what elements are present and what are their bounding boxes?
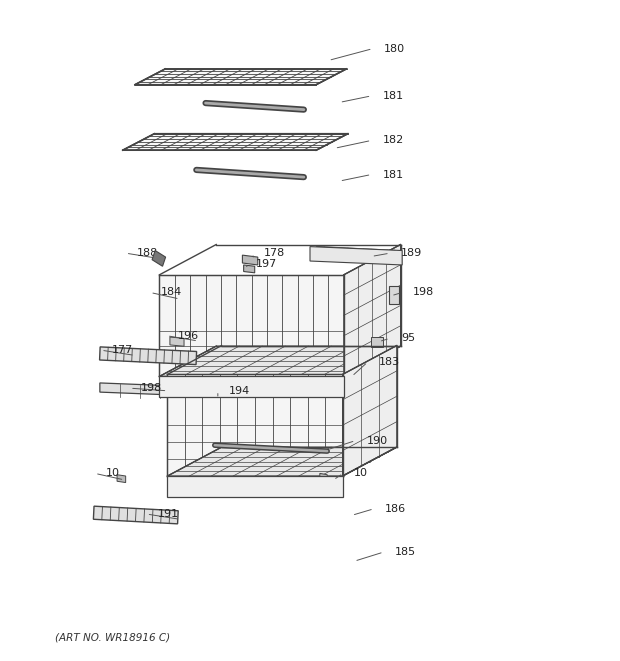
- Polygon shape: [389, 286, 399, 304]
- Text: 184: 184: [161, 288, 182, 297]
- Text: 189: 189: [401, 248, 422, 258]
- Text: 10: 10: [354, 469, 368, 479]
- Text: (ART NO. WR18916 C): (ART NO. WR18916 C): [55, 633, 170, 642]
- Polygon shape: [167, 447, 397, 476]
- Text: 185: 185: [395, 547, 416, 557]
- Text: 183: 183: [379, 357, 400, 367]
- Text: 182: 182: [383, 136, 404, 145]
- Text: 196: 196: [178, 330, 199, 340]
- Text: 95: 95: [401, 333, 415, 343]
- Text: 10: 10: [106, 469, 120, 479]
- Polygon shape: [343, 346, 397, 476]
- Polygon shape: [100, 347, 197, 365]
- Text: 188: 188: [137, 248, 158, 258]
- Polygon shape: [100, 383, 200, 396]
- Polygon shape: [244, 265, 255, 273]
- Polygon shape: [135, 69, 347, 85]
- Polygon shape: [242, 255, 258, 265]
- Polygon shape: [123, 134, 348, 150]
- Polygon shape: [206, 391, 216, 403]
- Text: 178: 178: [264, 248, 285, 258]
- Text: 181: 181: [383, 169, 404, 180]
- Polygon shape: [159, 346, 401, 376]
- Polygon shape: [167, 476, 343, 497]
- Polygon shape: [94, 506, 178, 524]
- Polygon shape: [152, 251, 166, 266]
- Polygon shape: [117, 475, 126, 483]
- Polygon shape: [320, 473, 327, 483]
- Text: 190: 190: [366, 436, 388, 446]
- Polygon shape: [371, 337, 383, 347]
- Text: 198: 198: [141, 383, 162, 393]
- Text: 198: 198: [413, 288, 435, 297]
- Text: 180: 180: [384, 44, 405, 54]
- Text: 177: 177: [112, 345, 133, 355]
- Polygon shape: [344, 245, 401, 376]
- Polygon shape: [316, 247, 395, 264]
- Text: 191: 191: [157, 509, 179, 519]
- Text: 186: 186: [385, 504, 406, 514]
- Polygon shape: [167, 374, 343, 476]
- Text: 181: 181: [383, 91, 404, 101]
- Text: 194: 194: [229, 386, 250, 396]
- Text: 197: 197: [256, 258, 277, 268]
- Polygon shape: [159, 376, 344, 397]
- Polygon shape: [310, 247, 402, 265]
- Polygon shape: [159, 275, 344, 376]
- Polygon shape: [170, 337, 184, 346]
